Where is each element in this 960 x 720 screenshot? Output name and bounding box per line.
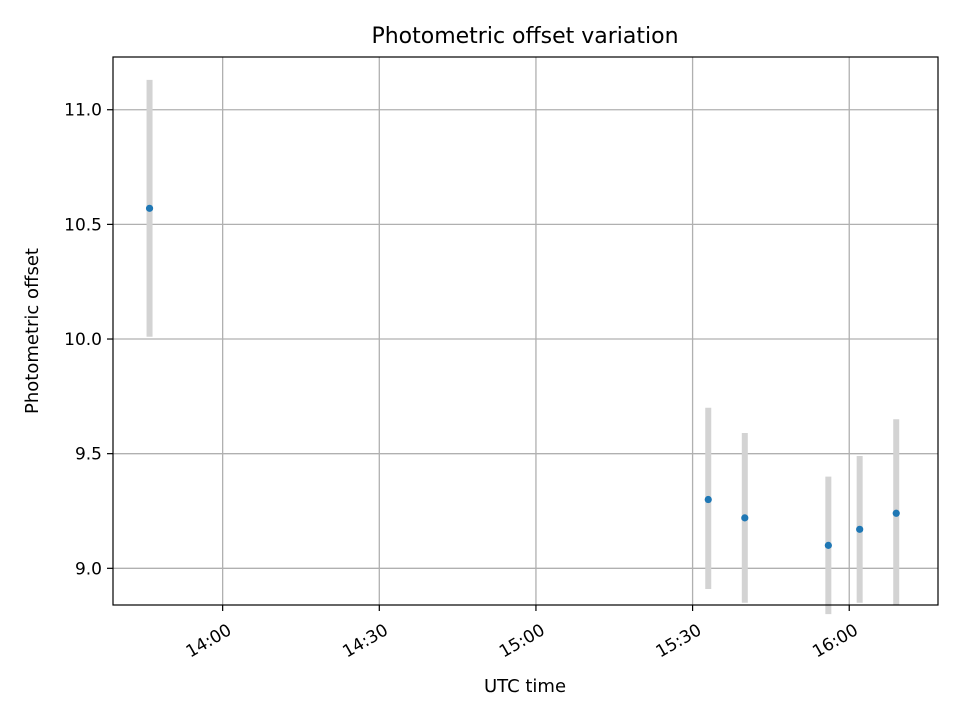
y-tick-label: 10.0 <box>64 330 102 350</box>
x-axis-label: UTC time <box>484 676 566 697</box>
data-point <box>741 514 749 522</box>
plot-frame <box>112 56 939 606</box>
data-point <box>892 509 900 517</box>
y-axis-label: Photometric offset <box>22 248 43 414</box>
chart-title: Photometric offset variation <box>371 24 678 49</box>
y-tick-label: 11.0 <box>64 101 102 121</box>
data-point <box>704 495 712 504</box>
data-point <box>824 541 832 549</box>
y-axis: 9.0 9.5 10.0 10.5 11.0 <box>64 101 113 579</box>
plot-area <box>112 56 939 615</box>
y-tick-label: 10.5 <box>64 215 102 235</box>
y-tick-label: 9.0 <box>75 559 102 579</box>
plot-background <box>113 57 938 605</box>
data-point <box>145 204 154 212</box>
grid-lines <box>113 57 938 605</box>
data-marks <box>145 79 900 615</box>
data-point <box>856 525 864 533</box>
y-tick-label: 9.5 <box>75 445 102 465</box>
